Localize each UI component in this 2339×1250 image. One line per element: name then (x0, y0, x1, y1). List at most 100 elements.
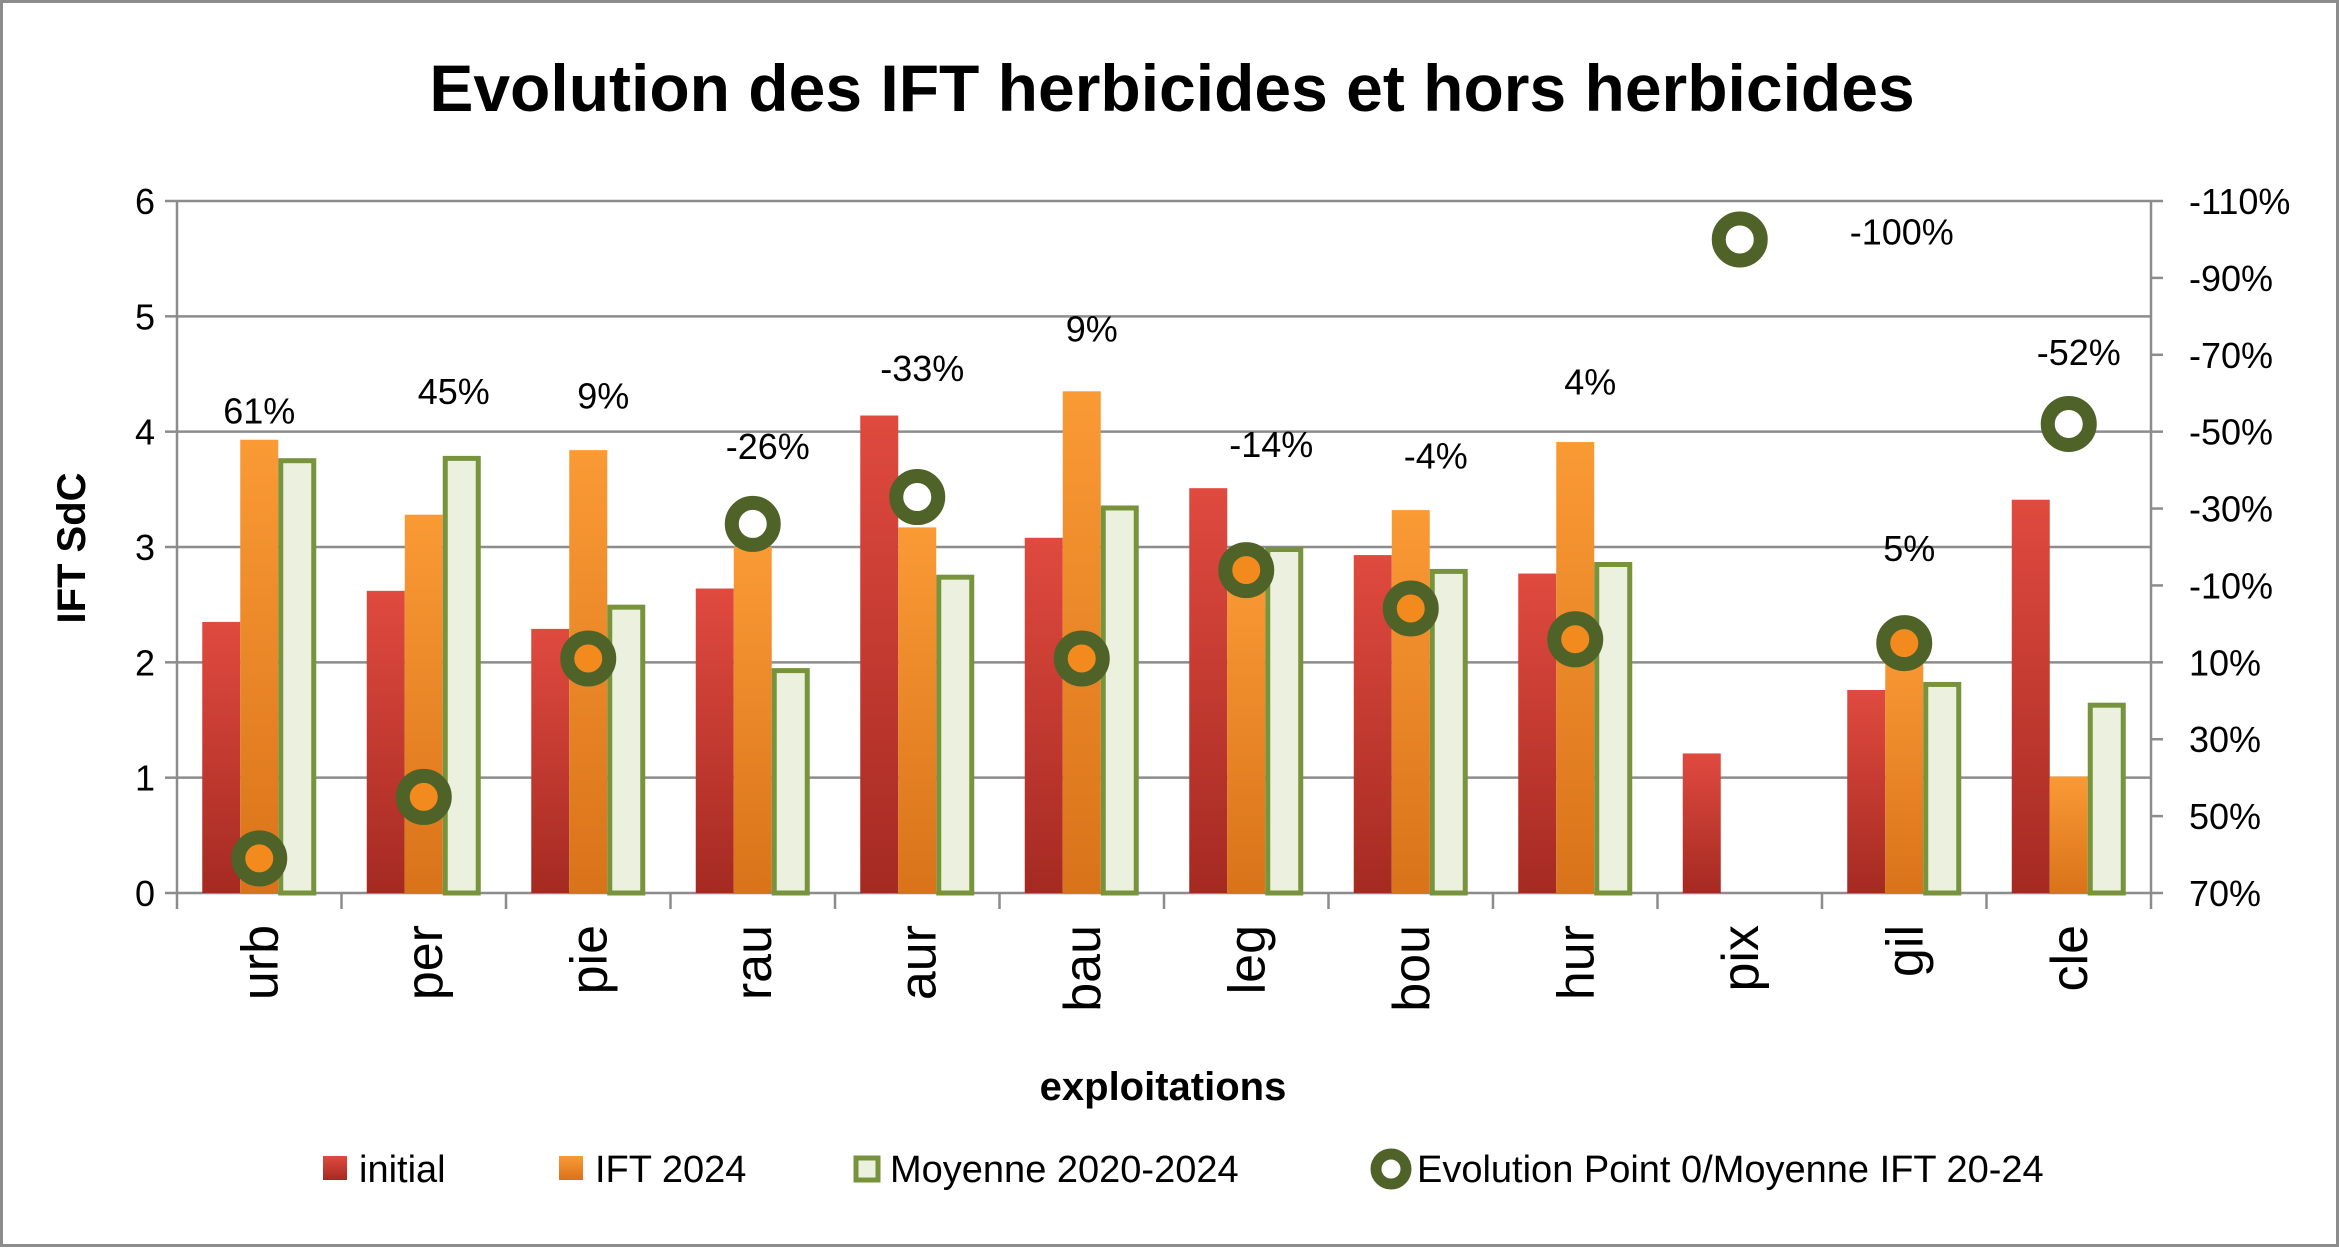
gridlines (177, 199, 2151, 779)
x-tick-label: bau (1054, 925, 1112, 1012)
x-tick-label: urb (231, 925, 289, 1000)
y2-tick-label: 30% (2189, 719, 2261, 760)
data-label: 61% (223, 390, 295, 431)
y-tick-label: 4 (135, 412, 155, 453)
x-tick-label: hur (1547, 925, 1605, 1000)
y2-tick-label: 50% (2189, 796, 2261, 837)
legend-swatch-evolution (1370, 1148, 1412, 1190)
y-tick-label: 0 (135, 873, 155, 914)
bar-initial (366, 590, 405, 893)
y2-tick-label: -90% (2189, 258, 2273, 299)
legend-item: Evolution Point 0/Moyenne IFT 20-24 (1370, 1148, 2044, 1191)
bar-initial (1518, 573, 1557, 893)
bar-moyenne (1265, 547, 1304, 896)
chart-title: Evolution des IFT herbicides et hors her… (429, 51, 1914, 125)
bar-ift-2024 (404, 514, 443, 893)
y2-tick-label: -30% (2189, 489, 2273, 530)
data-label: 9% (1066, 308, 1118, 349)
bar-moyenne (936, 574, 975, 896)
bar-ift-2024 (1556, 442, 1595, 893)
evolution-marker (1053, 630, 1110, 687)
bar-ift-2024 (1227, 564, 1266, 893)
bar-ift-2024 (733, 547, 772, 893)
y-tick-label: 6 (135, 181, 155, 222)
evolution-marker (1218, 542, 1275, 599)
data-label: -4% (1404, 436, 1468, 477)
evolution-marker (1547, 611, 1604, 668)
x-axis-title: exploitations (1040, 1065, 1287, 1109)
legend-item: initial (323, 1149, 446, 1191)
data-label: 9% (577, 375, 629, 416)
legend-swatch-initial (323, 1156, 347, 1180)
legend: initial IFT 2024 Moyenne 2020-2024 Evolutio… (323, 1148, 2044, 1191)
evolution-marker (2040, 395, 2097, 452)
legend-swatch-ift-2024 (559, 1156, 583, 1180)
evolution-marker (395, 768, 452, 825)
data-label: -100% (1850, 211, 1954, 252)
y-axis-title: IFT SdC (50, 472, 94, 623)
legend-item: IFT 2024 (559, 1149, 746, 1191)
evolution-marker (231, 830, 288, 887)
evolution-marker (1876, 615, 1933, 672)
evolution-marker (560, 630, 617, 687)
x-tick-label: gil (1876, 925, 1934, 977)
bar-moyenne (771, 668, 810, 896)
data-label: -52% (2037, 332, 2121, 373)
markers (231, 211, 2097, 887)
bar-moyenne (278, 458, 317, 896)
bar-ift-2024 (1885, 639, 1924, 893)
y2-tick-label: -70% (2189, 335, 2273, 376)
bar-initial (531, 628, 570, 893)
x-tick-label: cle (2041, 925, 2099, 991)
legend-label: Evolution Point 0/Moyenne IFT 20-24 (1417, 1149, 2044, 1191)
bar-initial (1682, 753, 1721, 893)
legend-label: initial (359, 1149, 446, 1191)
x-tick-label: rau (725, 925, 783, 1000)
x-tick-label: pix (1712, 925, 1770, 991)
y2-tick-label: 10% (2189, 642, 2261, 683)
bar-moyenne (1923, 681, 1962, 896)
evolution-marker (889, 469, 946, 526)
legend-item: Moyenne 2020-2024 (853, 1149, 1239, 1191)
y2-tick-label: -110% (2189, 181, 2290, 222)
legend-swatch-moyenne (853, 1155, 881, 1183)
bars (202, 391, 2126, 896)
bar-moyenne (1594, 561, 1633, 896)
data-label: 4% (1564, 361, 1616, 402)
y-tick-label: 5 (135, 296, 155, 337)
y-tick-label: 2 (135, 642, 155, 683)
evolution-marker (1382, 580, 1439, 637)
bar-ift-2024 (240, 439, 279, 893)
axes: 0 1 2 3 4 5 6 -110% -90% -70% -50% -30% -10% 10% 30% 50… (135, 181, 2290, 1012)
legend-label: Moyenne 2020-2024 (890, 1149, 1239, 1191)
y2-tick-label: -10% (2189, 565, 2273, 606)
bar-initial (1024, 537, 1063, 893)
x-tick-label: leg (1218, 925, 1276, 994)
x-tick-label: bou (1383, 925, 1441, 1012)
x-tick-label: aur (889, 925, 947, 1000)
legend-label: IFT 2024 (595, 1149, 746, 1191)
evolution-marker (724, 495, 781, 552)
data-label: -33% (880, 348, 964, 389)
data-label: -14% (1229, 424, 1313, 465)
bar-ift-2024 (1391, 510, 1430, 893)
x-tick-label: per (396, 925, 454, 1000)
bar-ift-2024 (2049, 776, 2088, 893)
bar-initial (695, 588, 734, 893)
bar-moyenne (442, 455, 481, 896)
bar-initial (1847, 690, 1886, 893)
evolution-marker (1711, 211, 1768, 268)
x-tick-label: pie (560, 925, 618, 994)
bar-ift-2024 (898, 527, 937, 893)
data-label: 5% (1883, 528, 1935, 569)
data-label: 45% (418, 371, 490, 412)
labels: 61% 45% 9% -26% -33% 9% -14% -4% 4% -100% 5% -52% (223, 211, 2121, 569)
bar-moyenne (1429, 568, 1468, 896)
bar-initial (1189, 488, 1228, 893)
y2-tick-label: -50% (2189, 412, 2273, 453)
bar-moyenne (1100, 505, 1139, 896)
y2-tick-label: 70% (2189, 873, 2261, 914)
chart: Evolution des IFT herbicides et hors her… (50, 51, 2290, 1191)
bar-moyenne (2087, 702, 2126, 896)
y-tick-label: 1 (135, 758, 155, 799)
